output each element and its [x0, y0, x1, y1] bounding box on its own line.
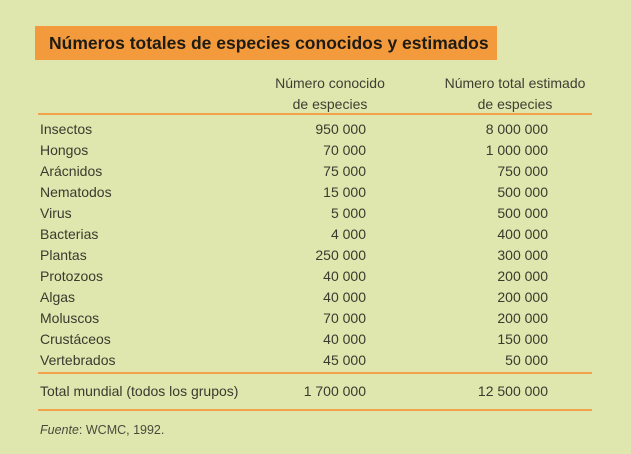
row-group: Algas: [40, 289, 76, 305]
column-header-known: Número conocido de especies: [258, 73, 402, 115]
column-header-known-line-1: Número conocido: [275, 75, 385, 91]
table-row: Virus 5 000 500 000: [40, 203, 580, 224]
column-header-known-line-2: de especies: [292, 96, 368, 112]
row-group: Plantas: [40, 247, 87, 263]
row-known-count: 45 000: [323, 352, 366, 368]
row-group: Vertebrados: [40, 352, 116, 368]
row-group: Nematodos: [40, 184, 112, 200]
source-label: Fuente: [40, 423, 79, 437]
row-known-count: 950 000: [315, 121, 366, 137]
source-note: Fuente: WCMC, 1992.: [40, 423, 164, 437]
table-row: Hongos 70 000 1 000 000: [40, 140, 580, 161]
footer-divider: [38, 409, 592, 411]
row-known-count: 5 000: [330, 205, 366, 221]
table-row: Arácnidos 75 000 750 000: [40, 161, 580, 182]
column-header-estimated: Número total estimado de especies: [431, 73, 599, 115]
total-divider: [38, 372, 592, 374]
row-known-count: 250 000: [315, 247, 366, 263]
row-estimated-count: 750 000: [497, 163, 548, 179]
row-estimated-count: 200 000: [497, 310, 548, 326]
row-estimated-count: 400 000: [497, 226, 548, 242]
table-row: Plantas 250 000 300 000: [40, 245, 580, 266]
row-known-count: 4 000: [330, 226, 366, 242]
row-known-count: 70 000: [323, 310, 366, 326]
total-label: Total mundial (todos los grupos): [40, 383, 239, 399]
table-row: Algas 40 000 200 000: [40, 287, 580, 308]
table-row: Moluscos 70 000 200 000: [40, 308, 580, 329]
row-known-count: 40 000: [323, 268, 366, 284]
row-estimated-count: 500 000: [497, 184, 548, 200]
row-group: Insectos: [40, 121, 93, 137]
row-estimated-count: 200 000: [497, 268, 548, 284]
table-body: Insectos 950 000 8 000 000 Hongos 70 000…: [40, 119, 580, 371]
row-group: Hongos: [40, 142, 89, 158]
table-row: Crustáceos 40 000 150 000: [40, 329, 580, 350]
table-row: Nematodos 15 000 500 000: [40, 182, 580, 203]
row-known-count: 40 000: [323, 331, 366, 347]
row-group: Protozoos: [40, 268, 104, 284]
row-group: Virus: [40, 205, 72, 221]
table-title-bar: Números totales de especies conocidos y …: [35, 26, 497, 60]
table-row: Vertebrados 45 000 50 000: [40, 350, 580, 371]
row-group: Arácnidos: [40, 163, 103, 179]
source-text: : WCMC, 1992.: [78, 423, 165, 437]
row-known-count: 40 000: [323, 289, 366, 305]
row-estimated-count: 300 000: [497, 247, 548, 263]
column-header-estimated-line-1: Número total estimado: [444, 75, 586, 91]
row-estimated-count: 8 000 000: [485, 121, 548, 137]
table-row: Bacterias 4 000 400 000: [40, 224, 580, 245]
header-divider: [38, 113, 592, 115]
total-known-count: 1 700 000: [303, 383, 366, 399]
row-known-count: 15 000: [323, 184, 366, 200]
row-estimated-count: 1 000 000: [485, 142, 548, 158]
table-row: Insectos 950 000 8 000 000: [40, 119, 580, 140]
row-known-count: 70 000: [323, 142, 366, 158]
row-group: Crustáceos: [40, 331, 111, 347]
row-estimated-count: 150 000: [497, 331, 548, 347]
column-header-estimated-line-2: de especies: [477, 96, 553, 112]
total-row: Total mundial (todos los grupos) 1 700 0…: [40, 381, 580, 402]
row-estimated-count: 50 000: [505, 352, 548, 368]
row-group: Bacterias: [40, 226, 99, 242]
row-estimated-count: 500 000: [497, 205, 548, 221]
row-estimated-count: 200 000: [497, 289, 548, 305]
table-row: Protozoos 40 000 200 000: [40, 266, 580, 287]
row-known-count: 75 000: [323, 163, 366, 179]
table-title: Números totales de especies conocidos y …: [49, 32, 489, 53]
total-estimated-count: 12 500 000: [477, 383, 548, 399]
row-group: Moluscos: [40, 310, 100, 326]
